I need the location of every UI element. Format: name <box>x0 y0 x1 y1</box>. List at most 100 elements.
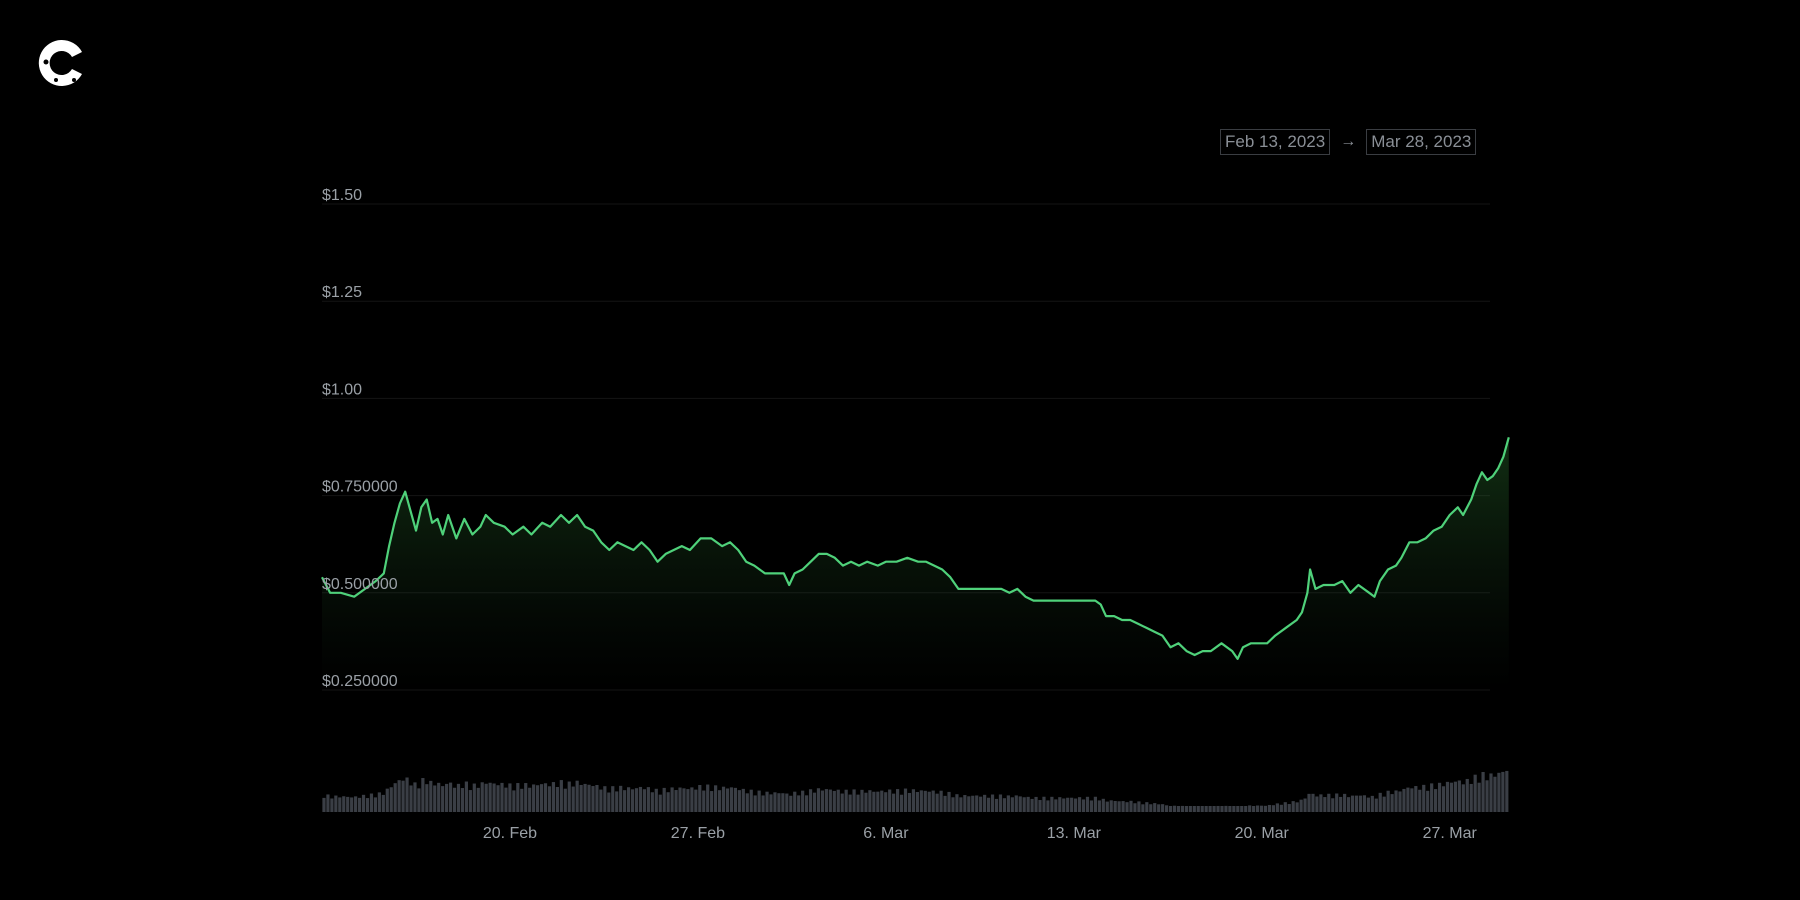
volume-bar <box>1252 806 1256 812</box>
volume-bar <box>781 793 785 812</box>
volume-bar <box>1255 805 1260 812</box>
volume-bar <box>1046 800 1050 812</box>
volume-bar <box>955 794 959 812</box>
end-date-field[interactable]: Mar 28, 2023 <box>1366 129 1477 155</box>
volume-bar <box>1085 796 1090 812</box>
volume-bar <box>516 783 520 812</box>
x-tick-label: 13. Mar <box>1047 825 1102 842</box>
volume-bar <box>369 793 374 812</box>
volume-bar <box>765 791 769 812</box>
volume-bar <box>1335 793 1339 812</box>
volume-bar <box>1283 802 1287 812</box>
start-date-field[interactable]: Feb 13, 2023 <box>1220 129 1331 155</box>
volume-bar <box>820 790 825 812</box>
volume-bar <box>1287 804 1291 812</box>
volume-bar <box>338 797 342 812</box>
volume-bar <box>591 786 595 812</box>
volume-bar <box>812 792 817 812</box>
volume-bar <box>365 798 370 812</box>
volume-bar <box>433 785 437 812</box>
volume-bar <box>1137 801 1141 812</box>
volume-bar <box>393 783 397 812</box>
volume-bar <box>654 788 658 812</box>
volume-bar <box>1354 795 1359 812</box>
volume-bar <box>986 797 991 812</box>
volume-bar <box>1204 806 1208 812</box>
volume-bar <box>346 796 350 812</box>
volume-bar <box>385 788 389 812</box>
volume-bar <box>836 789 840 812</box>
volume-bar <box>1070 797 1074 812</box>
volume-bar <box>801 790 805 812</box>
volume-bar <box>599 789 603 812</box>
volume-bar <box>682 788 686 812</box>
volume-bar <box>1358 795 1363 812</box>
volume-bar <box>852 789 856 812</box>
volume-bar <box>1465 778 1469 812</box>
volume-bar <box>698 785 702 812</box>
volume-bar <box>749 789 753 812</box>
volume-bar <box>607 792 611 812</box>
volume-bar <box>468 790 472 812</box>
volume-bar <box>1176 806 1181 812</box>
volume-bar <box>1426 790 1430 812</box>
volume-bar <box>496 785 500 812</box>
volume-bar <box>1093 796 1097 812</box>
y-tick-label: $1.25 <box>322 284 362 301</box>
volume-bar <box>1030 798 1034 812</box>
volume-bar <box>773 792 777 812</box>
volume-bar <box>1165 805 1169 812</box>
volume-bar <box>990 794 995 812</box>
volume-bar <box>832 790 836 812</box>
volume-bar <box>389 787 393 812</box>
volume-bar <box>769 794 773 812</box>
volume-bar <box>880 790 884 812</box>
volume-bar <box>377 792 381 812</box>
volume-bar <box>1279 804 1283 812</box>
volume-bar <box>903 788 908 812</box>
volume-bar <box>808 789 813 812</box>
volume-bar <box>417 788 421 812</box>
volume-bar <box>892 793 896 812</box>
volume-bar <box>1469 783 1473 812</box>
volume-bar <box>963 795 967 812</box>
arrow-right-icon: → <box>1340 133 1357 150</box>
volume-bar <box>872 791 876 812</box>
volume-bar <box>856 794 860 812</box>
volume-bar <box>1062 798 1066 812</box>
volume-bar <box>1299 799 1303 812</box>
volume-bar <box>1034 796 1038 812</box>
volume-bar <box>662 787 666 812</box>
volume-bar <box>547 786 552 812</box>
volume-bar <box>1497 772 1501 812</box>
volume-bar <box>567 781 571 812</box>
volume-bar <box>1271 805 1276 812</box>
x-tick-label: 20. Mar <box>1235 825 1290 842</box>
volume-bar <box>1434 789 1438 812</box>
coin-logo-icon <box>38 39 82 86</box>
volume-bar <box>409 785 413 812</box>
volume-bar <box>1489 773 1493 812</box>
volume-bar <box>603 786 607 812</box>
volume-bar <box>441 786 445 812</box>
volume-bar <box>864 792 868 812</box>
volume-bar <box>1366 797 1370 812</box>
volume-bar <box>1418 789 1422 812</box>
volume-bar <box>884 792 888 812</box>
volume-bar <box>919 790 923 812</box>
volume-bar <box>476 787 480 812</box>
volume-bar <box>1267 804 1272 812</box>
volume-bar <box>322 797 326 812</box>
volume-bar <box>500 782 504 812</box>
x-tick-label: 20. Feb <box>483 825 537 842</box>
volume-bar <box>1161 804 1165 812</box>
volume-bar <box>959 797 963 812</box>
volume-bar <box>1180 805 1185 812</box>
volume-bar <box>464 781 468 812</box>
volume-bar <box>979 796 983 812</box>
x-tick-label: 27. Feb <box>671 825 725 842</box>
volume-bar <box>674 790 678 812</box>
volume-bar <box>630 789 635 812</box>
volume-bar <box>1485 780 1489 812</box>
volume-bar <box>615 791 619 812</box>
